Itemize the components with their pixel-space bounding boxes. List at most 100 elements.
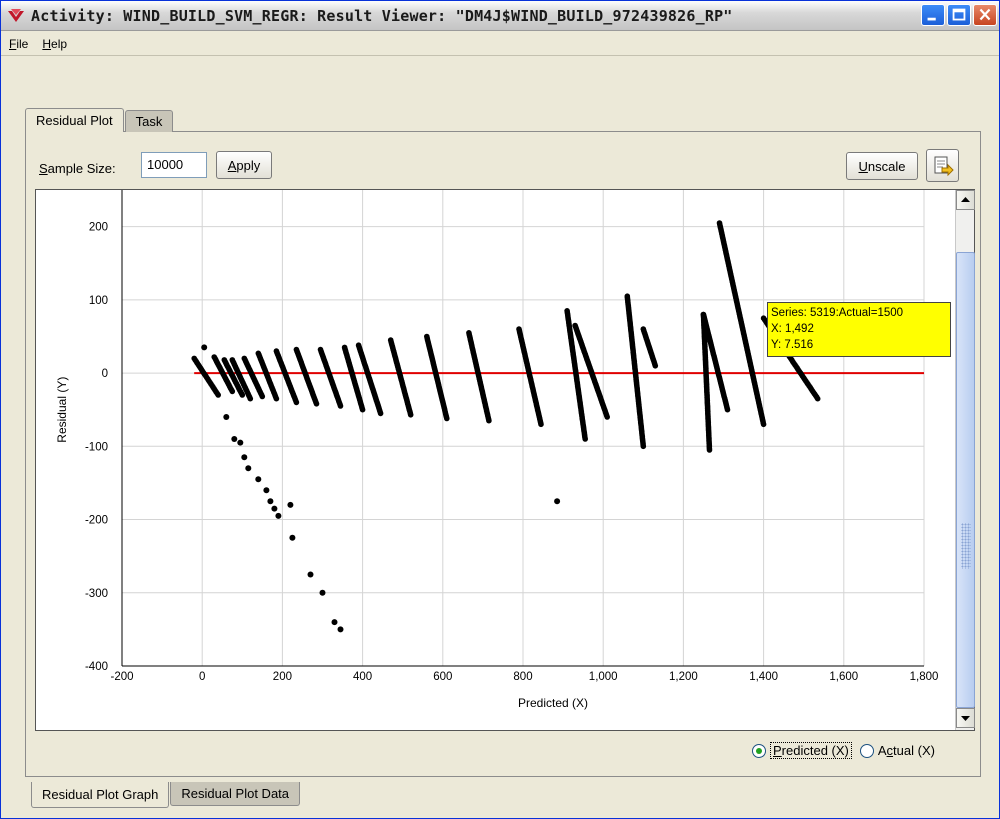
x-axis-selector: Predicted (X) Actual (X) [752,742,935,759]
vertical-scrollbar[interactable] [955,190,975,730]
data-point [337,626,344,633]
actual-radio[interactable] [859,743,874,758]
tooltip-x: X: 1,492 [771,323,814,335]
scroll-down-button[interactable] [956,708,975,728]
y-tick-label: -300 [85,588,108,600]
x-tick-label: 1,800 [910,671,939,683]
data-point [275,512,282,519]
y-axis-label: Residual (Y) [55,377,69,443]
data-point [760,421,767,428]
data-point [271,505,278,512]
arrow-down-icon [961,716,970,721]
scroll-up-button[interactable] [956,190,975,210]
title-bar[interactable]: Activity: WIND_BUILD_SVM_REGR: Result Vi… [1,1,999,31]
data-point [259,393,266,400]
sample-size-label: Sample Size: [39,161,116,176]
data-point [444,415,450,422]
x-tick-label: 1,200 [669,671,698,683]
close-icon [979,8,991,21]
y-tick-label: 200 [89,222,108,234]
data-point [582,436,588,442]
data-point [273,395,280,402]
data-point [267,498,274,505]
data-point [377,410,384,417]
tab-residual-plot-graph[interactable]: Residual Plot Graph [31,782,170,808]
data-point [554,498,561,505]
bottom-tabs: Residual Plot Graph Residual Plot Data [31,782,301,808]
close-button[interactable] [973,4,997,26]
data-point [359,406,366,413]
data-point [640,443,647,450]
data-point [337,403,344,409]
window-title: Activity: WIND_BUILD_SVM_REGR: Result Vi… [31,6,733,25]
y-tick-label: -400 [85,661,108,673]
data-point [223,414,230,420]
data-point [652,363,659,369]
tab-residual-plot-data[interactable]: Residual Plot Data [170,782,301,806]
data-point [229,388,236,395]
data-point [293,399,300,406]
data-point [245,465,252,472]
y-tick-label: 0 [102,368,108,380]
data-point [331,619,338,626]
x-tick-label: 600 [433,671,452,683]
x-tick-label: 1,600 [829,671,858,683]
y-tick-label: -200 [85,515,108,527]
actual-radio-label[interactable]: Actual (X) [877,743,935,758]
x-tick-label: 200 [273,671,292,683]
export-button[interactable] [926,149,959,182]
maximize-icon [952,8,966,21]
menu-bar: File Help [1,32,999,56]
maximize-button[interactable] [947,4,971,26]
y-tick-label: -100 [85,441,108,453]
menu-help[interactable]: Help [42,36,68,51]
data-point [319,589,326,596]
x-tick-label: -200 [110,671,133,683]
data-point [239,392,246,398]
data-point [486,417,492,424]
x-tick-label: 0 [199,671,205,683]
data-point [724,406,731,413]
x-tick-label: 1,400 [749,671,778,683]
x-tick-label: 400 [353,671,372,683]
menu-file[interactable]: File [9,36,29,51]
predicted-radio-label[interactable]: Predicted (X) [770,742,852,759]
minimize-icon [927,17,936,21]
minimize-button[interactable] [921,4,945,26]
data-point [237,439,244,446]
tooltip-y: Y: 7.516 [771,339,814,351]
data-point [241,454,248,461]
data-point [201,344,208,351]
tooltip-series: Series: 5319:Actual=1500 [771,307,904,319]
x-tick-label: 800 [513,671,532,683]
data-point [313,401,320,407]
scroll-thumb[interactable] [956,252,975,708]
x-tick-label: 1,000 [589,671,618,683]
predicted-radio[interactable] [752,743,766,758]
sample-size-input[interactable]: 10000 [141,152,207,178]
arrow-up-icon [961,197,970,202]
main-tabs: Residual Plot Task [25,108,174,132]
tab-residual-plot[interactable]: Residual Plot [25,108,124,132]
data-point [814,395,821,402]
data-point [255,476,262,483]
tab-task[interactable]: Task [124,110,174,132]
residual-plot-svg: -200 0 200 400 600 800 1,000 1,200 1,400 1,600 1,8… [55,190,939,710]
data-point [263,487,270,494]
oracle-dm-icon [7,8,25,24]
data-point [287,501,294,508]
data-point [407,412,414,418]
data-point [231,436,238,442]
x-axis-label: Predicted (X) [518,696,588,710]
export-icon [934,156,954,176]
data-point [247,395,254,402]
residual-chart[interactable]: -200 0 200 400 600 800 1,000 1,200 1,400 1,600 1,8… [35,189,975,731]
data-point [604,414,610,420]
data-point [289,534,296,541]
y-tick-label: 100 [89,295,108,307]
data-point [706,447,713,453]
data-point [538,421,544,428]
